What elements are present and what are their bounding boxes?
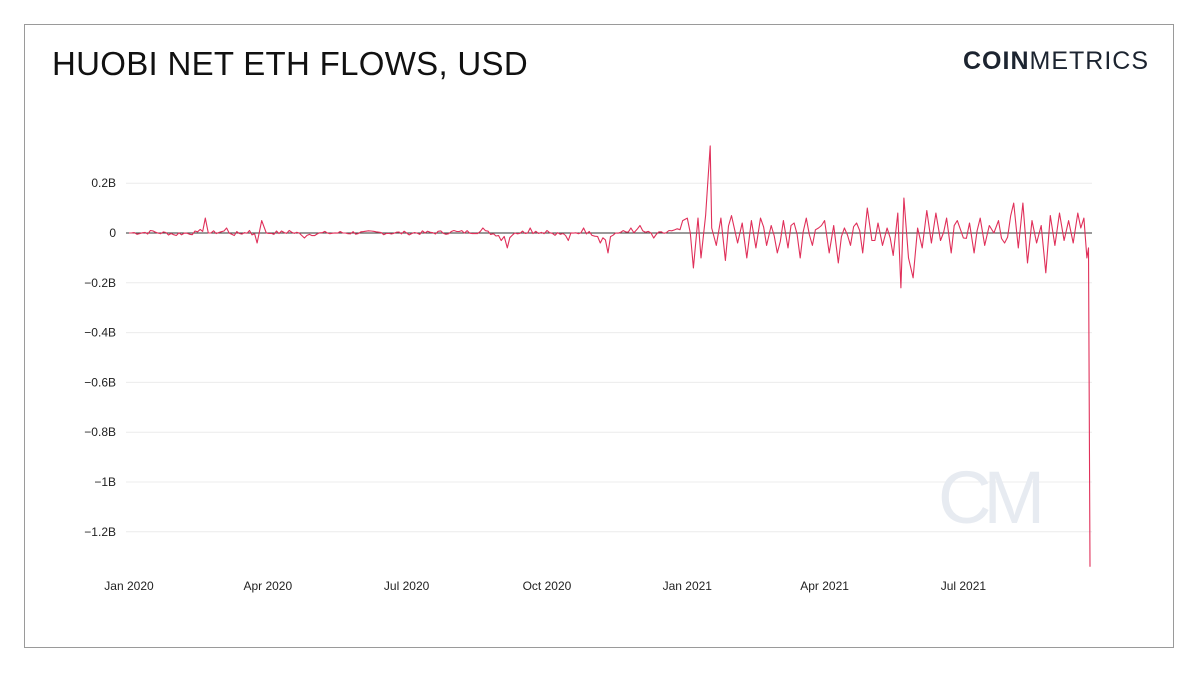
- y-tick-label: 0.2B: [91, 176, 116, 190]
- brand-logo: COINMETRICS: [963, 47, 1149, 76]
- chart-title: HUOBI NET ETH FLOWS, USD: [52, 45, 528, 82]
- y-tick-label: −0.8B: [84, 425, 116, 439]
- y-tick-label: −0.2B: [84, 276, 116, 290]
- brand-logo-bold: COIN: [963, 47, 1030, 75]
- y-tick-label: −1.2B: [84, 525, 116, 539]
- y-tick-label: 0: [109, 226, 116, 240]
- x-tick-label: Jul 2021: [941, 579, 987, 593]
- y-axis: 0.2B 0 −0.2B −0.4B −0.6B −0.8B −1B −1.2B: [84, 176, 116, 539]
- y-tick-label: −1B: [94, 475, 116, 489]
- brand-logo-light: METRICS: [1029, 47, 1149, 75]
- y-tick-label: −0.4B: [84, 326, 116, 340]
- watermark-logo: CM: [938, 456, 1039, 539]
- x-tick-label: Apr 2020: [243, 579, 292, 593]
- y-tick-label: −0.6B: [84, 375, 116, 389]
- chart-card: HUOBI NET ETH FLOWS, USD COINMETRICS: [24, 24, 1174, 648]
- x-tick-label: Jan 2020: [104, 579, 154, 593]
- x-tick-label: Jul 2020: [384, 579, 430, 593]
- x-axis: Jan 2020 Apr 2020 Jul 2020 Oct 2020 Jan 2021…: [104, 579, 986, 593]
- x-tick-label: Oct 2020: [523, 579, 572, 593]
- series-line-net-eth-flows: [128, 145, 1091, 567]
- grid-lines: [126, 182, 1092, 533]
- series-layer: [128, 145, 1091, 567]
- x-tick-label: Jan 2021: [663, 579, 713, 593]
- x-tick-label: Apr 2021: [800, 579, 849, 593]
